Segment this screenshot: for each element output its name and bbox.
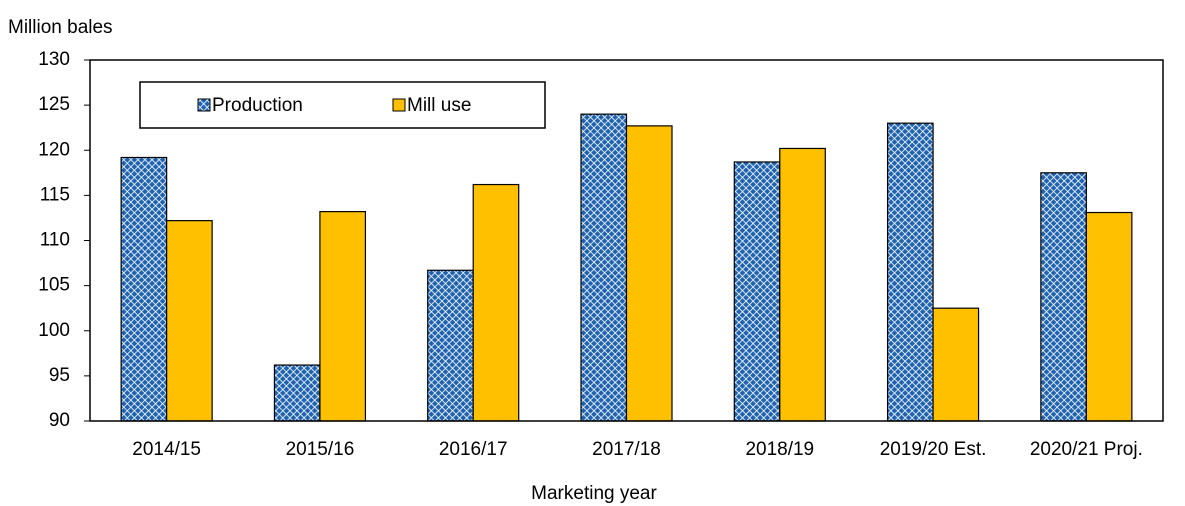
legend-box	[139, 81, 546, 129]
bar	[472, 183, 520, 422]
x-tick-label: 2019/20 Est.	[880, 439, 987, 460]
bar	[319, 211, 367, 422]
y-tick-label: 120	[38, 139, 70, 160]
x-tick-label: 2018/19	[745, 439, 814, 460]
bar	[273, 364, 321, 422]
legend-label: Mill use	[407, 95, 471, 116]
bar	[120, 156, 168, 422]
legend: Production Mill use	[139, 81, 546, 129]
x-axis-label: Marketing year	[531, 483, 657, 504]
y-tick-label: 95	[49, 365, 70, 386]
y-tick-label: 100	[38, 320, 70, 341]
y-tick-label: 130	[38, 49, 70, 70]
y-tick-label: 105	[38, 275, 70, 296]
bar	[733, 161, 781, 422]
x-tick-label: 2020/21 Proj.	[1030, 439, 1143, 460]
bar	[427, 269, 474, 422]
bar	[886, 122, 934, 422]
x-tick-label: 2015/16	[286, 439, 355, 460]
legend-label: Production	[212, 95, 303, 116]
y-tick-label: 125	[38, 94, 70, 115]
y-axis-label: Million bales	[8, 17, 113, 38]
x-tick-label: 2014/15	[132, 439, 201, 460]
legend-swatch	[392, 98, 406, 112]
bar	[779, 147, 826, 422]
bar	[1085, 211, 1133, 422]
y-tick-label: 110	[40, 230, 70, 251]
bar	[166, 220, 213, 422]
legend-swatch	[197, 98, 211, 112]
bar	[932, 307, 980, 422]
x-tick-label: 2016/17	[439, 439, 508, 460]
x-tick-label: 2017/18	[592, 439, 661, 460]
bar	[625, 125, 673, 422]
y-tick-label: 115	[40, 184, 70, 205]
bar	[580, 113, 628, 422]
bar	[1040, 172, 1087, 422]
y-tick-label: 90	[49, 410, 70, 431]
plot-frame	[89, 59, 1164, 422]
